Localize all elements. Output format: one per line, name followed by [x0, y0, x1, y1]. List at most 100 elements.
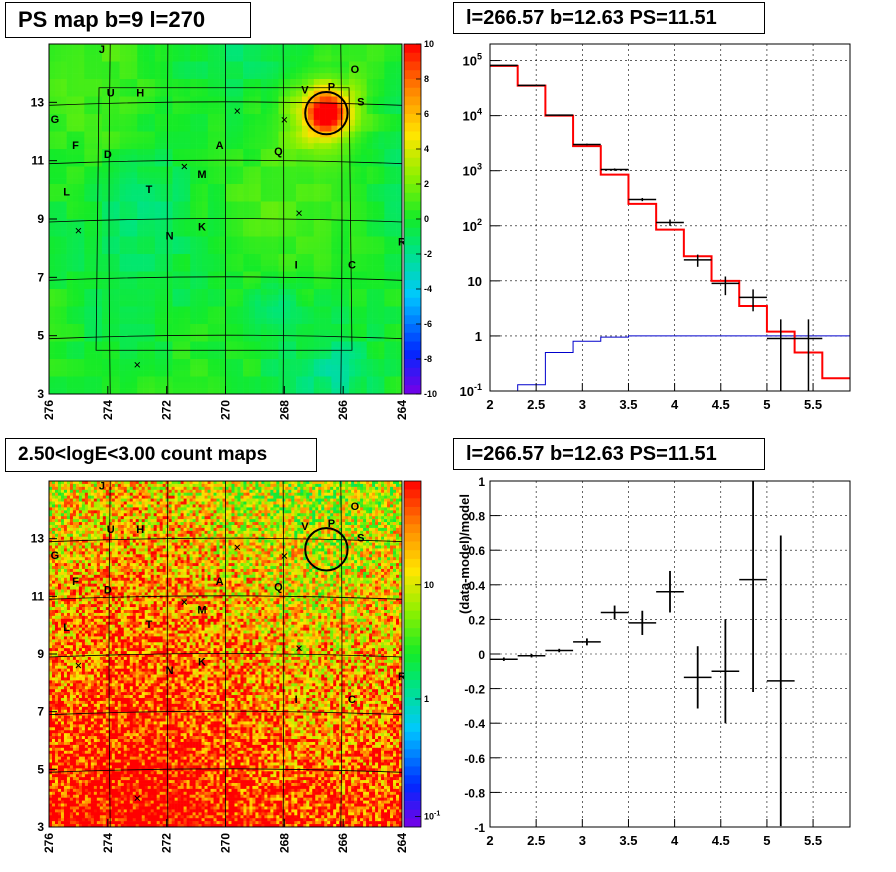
map-pixel: [54, 300, 62, 307]
map-pixel: [349, 195, 356, 202]
map-pixel: [84, 90, 91, 97]
map-pixel: [178, 73, 185, 80]
map-pixel: [101, 195, 109, 202]
map-pixel: [201, 236, 209, 243]
map-pixel: [57, 566, 62, 570]
map-pixel: [78, 486, 83, 491]
map-pixel: [51, 680, 56, 684]
map-pixel: [66, 633, 71, 637]
map-pixel: [290, 224, 297, 231]
map-pixel: [160, 67, 167, 74]
map-pixel: [201, 353, 209, 360]
map-pixel: [131, 388, 138, 395]
map-pixel: [60, 733, 65, 737]
map-pixel: [72, 294, 79, 301]
map-pixel: [60, 765, 65, 769]
map-pixel: [51, 568, 56, 573]
map-pixel: [69, 821, 74, 825]
map-pixel: [72, 651, 77, 655]
map-pixel: [237, 271, 244, 278]
map-pixel: [60, 633, 65, 637]
map-pixel: [290, 79, 297, 86]
map-pixel: [49, 771, 53, 775]
map-pixel: [249, 178, 256, 185]
map-pixel: [57, 683, 62, 687]
map-pixel: [366, 388, 373, 395]
map-pixel: [54, 335, 62, 342]
map-pixel: [325, 73, 332, 80]
map-pixel: [396, 364, 403, 371]
map-pixel: [172, 137, 179, 144]
map-pixel: [178, 376, 185, 383]
map-pixel: [125, 213, 132, 220]
map-pixel: [78, 67, 85, 74]
map-pixel: [49, 665, 53, 669]
map-pixel: [72, 335, 79, 342]
map-pixel: [63, 695, 68, 699]
map-pixel: [249, 236, 256, 243]
map-pixel: [225, 166, 232, 173]
map-pixel: [125, 195, 132, 202]
map-pixel: [196, 230, 203, 237]
map-pixel: [366, 382, 373, 389]
map-pixel: [325, 108, 332, 115]
map-pixel: [131, 329, 138, 336]
map-pixel: [90, 137, 97, 144]
map-pixel: [360, 195, 367, 202]
map-pixel: [290, 61, 297, 68]
map-pixel: [96, 242, 103, 249]
map-pixel: [266, 178, 273, 185]
map-pixel: [343, 166, 350, 173]
map-pixel: [360, 271, 367, 278]
map-pixel: [51, 601, 56, 605]
map-pixel: [84, 388, 91, 395]
colorbar-swatch: [404, 79, 421, 89]
map-pixel: [54, 545, 59, 549]
map-pixel: [49, 598, 53, 602]
map-pixel: [166, 219, 173, 226]
map-pixel: [219, 388, 226, 395]
map-pixel: [60, 651, 65, 655]
map-pixel: [143, 376, 150, 383]
map-pixel: [231, 242, 238, 249]
map-pixel: [51, 686, 56, 690]
map-pixel: [84, 189, 91, 196]
map-pixel: [143, 364, 150, 371]
map-pixel: [119, 108, 126, 115]
map-pixel: [72, 306, 79, 313]
map-pixel: [331, 55, 338, 62]
map-pixel: [119, 160, 126, 167]
map-pixel: [166, 79, 173, 86]
map-pixel: [266, 359, 273, 366]
map-pixel: [149, 364, 156, 371]
map-pixel: [213, 242, 220, 249]
map-pixel: [272, 306, 279, 313]
map-pixel: [60, 213, 67, 220]
map-pixel: [319, 236, 326, 243]
y-tick-label: 7: [37, 270, 44, 284]
map-pixel: [54, 654, 59, 658]
map-pixel: [360, 84, 367, 91]
map-pixel: [260, 289, 267, 296]
map-pixel: [184, 359, 191, 366]
map-pixel: [69, 501, 74, 505]
map-pixel: [254, 131, 262, 138]
map-pixel: [72, 733, 77, 737]
map-pixel: [213, 306, 220, 313]
map-pixel: [75, 563, 80, 567]
map-pixel: [107, 364, 115, 371]
map-pixel: [254, 178, 262, 185]
map-pixel: [284, 178, 291, 185]
map-pixel: [384, 382, 391, 389]
map-pixel: [51, 554, 56, 558]
map-pixel: [307, 230, 315, 237]
map-pixel: [160, 364, 167, 371]
map-pixel: [396, 382, 403, 389]
map-pixel: [84, 172, 91, 179]
map-pixel: [51, 557, 56, 561]
map-pixel: [60, 388, 67, 395]
map-pixel: [63, 733, 68, 737]
map-pixel: [160, 259, 167, 266]
map-pixel: [378, 154, 385, 161]
map-pixel: [319, 277, 326, 284]
